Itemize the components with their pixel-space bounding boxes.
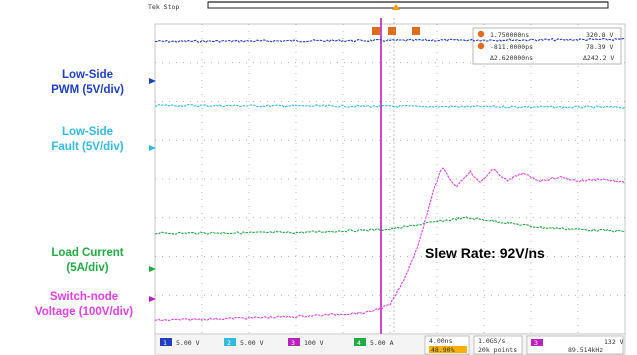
- cursor-delta-value: Δ242.2 V: [583, 54, 614, 62]
- cursor-delta-time: Δ2.620000ns: [490, 54, 533, 62]
- cursor1-time: 1.750000ns: [490, 31, 529, 39]
- channel-scale: 5.00 V: [240, 339, 264, 347]
- trigger-position-marker: [392, 4, 400, 10]
- label-fault-line2: Fault (5V/div): [51, 141, 124, 153]
- label-fault-line1: Low-Side: [61, 126, 114, 138]
- fault-trace: [154, 103, 626, 110]
- slew-rate-annotation: Slew Rate: 92V/ns: [425, 245, 545, 261]
- acquisition-box[interactable]: [473, 335, 523, 355]
- pwm-trace: [154, 37, 626, 43]
- label-load-line2: (5A/div): [66, 262, 109, 274]
- trigger-position: 48.90%: [431, 346, 455, 354]
- brand-label: Tek Stop: [148, 3, 179, 11]
- channel1-setting[interactable]: 1 5.00 V: [160, 338, 200, 347]
- cursor-marker-a: [372, 27, 380, 35]
- status-bar: 1 5.00 V 2 5.00 V 3 100 V 4 5.00 A 4.00ns 48.90…: [154, 333, 626, 355]
- channel-number: 4: [357, 339, 361, 347]
- trigger-level: 132 V: [604, 338, 624, 346]
- svg-text:3: 3: [534, 339, 538, 347]
- label-switch-line1: Switch-node: [49, 291, 119, 303]
- waveform-traces: [154, 37, 626, 322]
- channel3-setting[interactable]: 3 100 V: [288, 338, 324, 347]
- cursor-marker-c: [412, 27, 420, 35]
- trigger-box[interactable]: [526, 335, 624, 355]
- cursor2-value: 78.39 V: [586, 43, 613, 51]
- channel4-setting[interactable]: 4 5.00 A: [354, 338, 394, 347]
- channel-scale: 100 V: [304, 339, 324, 347]
- switch-node-trace: [154, 167, 626, 322]
- label-load-line1: Load Current: [51, 247, 124, 259]
- label-low-side-fault: Low-Side Fault (5V/div): [30, 125, 145, 155]
- label-load-current: Load Current (5A/div): [30, 246, 145, 276]
- record-length: 20k points: [478, 346, 517, 354]
- cursor1-value: 320.8 V: [586, 31, 613, 39]
- cursor2-time: -811.0000ps: [490, 43, 533, 51]
- channel-number: 3: [291, 339, 295, 347]
- channel1-marker: [149, 78, 156, 84]
- record-bar: [207, 1, 609, 9]
- label-switch-line2: Voltage (100V/div): [34, 306, 134, 318]
- label-pwm-line1: Low-Side: [61, 69, 114, 81]
- load-current-trace: [154, 216, 626, 235]
- label-switch-node-voltage: Switch-node Voltage (100V/div): [18, 290, 150, 320]
- channel-number: 1: [163, 339, 167, 347]
- channel-number: 2: [227, 339, 231, 347]
- trigger-frequency: 89.514kHz: [568, 346, 603, 354]
- label-pwm-line2: PWM (5V/div): [51, 84, 124, 96]
- cursor-readout: 1.750000ns 320.8 V -811.0000ps 78.39 V Δ…: [472, 27, 622, 65]
- channel2-marker: [149, 145, 156, 151]
- timebase-label: 4.00ns: [429, 337, 453, 345]
- channel4-marker: [149, 266, 156, 272]
- channel3-marker: [149, 296, 156, 302]
- channel-scale: 5.00 A: [370, 339, 394, 347]
- cursor-marker-b: [388, 27, 396, 35]
- label-low-side-pwm: Low-Side PWM (5V/div): [30, 68, 145, 98]
- channel-scale: 5.00 V: [176, 339, 200, 347]
- channel2-setting[interactable]: 2 5.00 V: [224, 338, 264, 347]
- sample-rate: 1.0GS/s: [478, 337, 505, 345]
